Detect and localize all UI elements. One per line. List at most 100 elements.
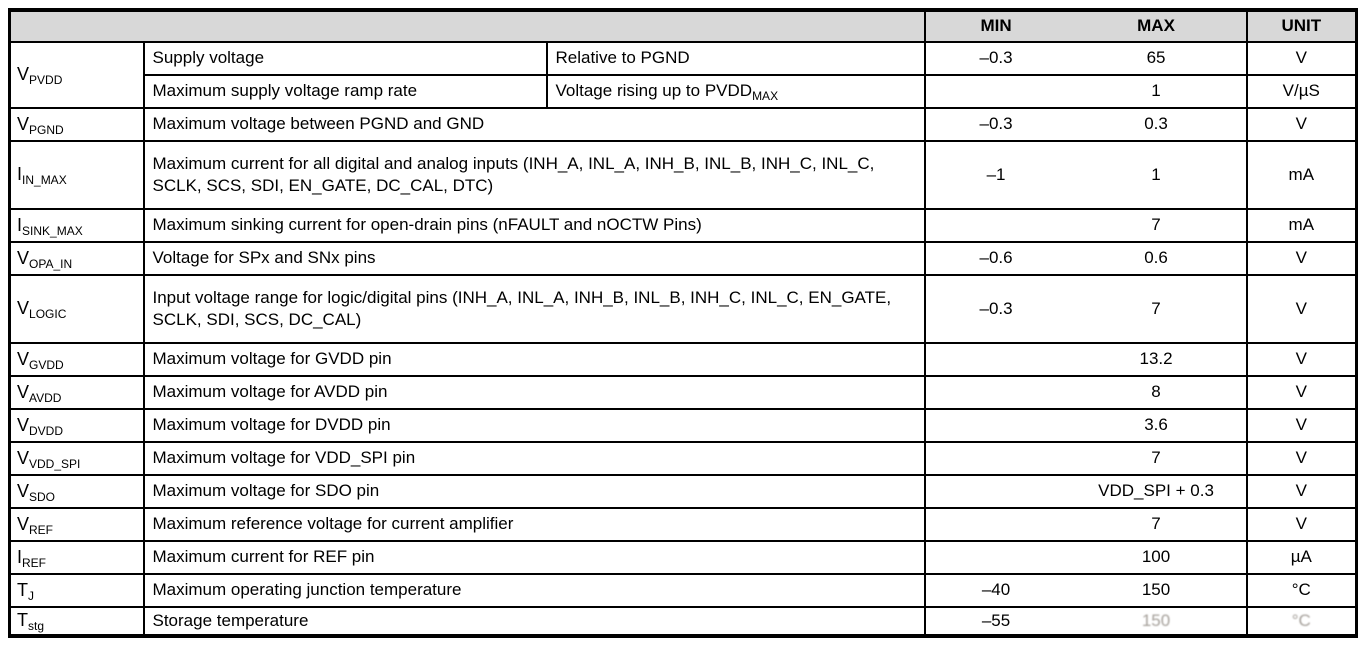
- condition-text: Voltage rising up to PVDD: [555, 81, 753, 101]
- symbol-vdvdd: VDVDD: [8, 408, 145, 443]
- table-row-pvdd-ramp: Maximum supply voltage ramp rate Voltage…: [10, 74, 1358, 109]
- symbol-base: V: [17, 447, 30, 468]
- max-value: 65: [1084, 41, 1248, 76]
- unit-value: V: [1245, 474, 1358, 509]
- unit-value: mA: [1245, 208, 1358, 243]
- description-cell: Maximum voltage for AVDD pin: [142, 375, 926, 410]
- symbol-subscript: PGND: [29, 122, 64, 137]
- min-value: [923, 540, 1085, 575]
- max-value: 7: [1084, 208, 1248, 243]
- unit-value: V: [1245, 441, 1358, 476]
- description-cell: Maximum voltage for GVDD pin: [142, 342, 926, 377]
- symbol-subscript: J: [28, 588, 34, 603]
- symbol-subscript: DVDD: [29, 423, 64, 438]
- unit-value: °C: [1245, 606, 1358, 637]
- description-cell: Maximum voltage for DVDD pin: [142, 408, 926, 443]
- unit-value: V: [1245, 241, 1358, 276]
- table-row-logic: VLOGIC Input voltage range for logic/dig…: [8, 274, 1358, 344]
- table-header-row: MIN MAX UNIT: [8, 9, 1358, 43]
- min-value: –1: [923, 140, 1085, 210]
- symbol-base: V: [17, 298, 30, 319]
- min-value: [923, 441, 1085, 476]
- symbol-base: T: [17, 610, 28, 631]
- symbol-isink-max: ISINK_MAX: [8, 208, 145, 243]
- min-value: –55: [923, 606, 1085, 637]
- unit-value: V: [1245, 342, 1358, 377]
- max-value: 1: [1084, 74, 1248, 109]
- symbol-base: V: [17, 348, 30, 369]
- max-value: 7: [1084, 274, 1248, 344]
- table-row-tstg: Tstg Storage temperature –55 150 °C: [8, 606, 1358, 637]
- symbol-vvdd-spi: VVDD_SPI: [8, 441, 145, 476]
- table-row-sdo: VSDO Maximum voltage for SDO pin VDD_SPI…: [8, 474, 1358, 509]
- header-min: MIN: [923, 9, 1085, 43]
- description-cell: Maximum operating junction temperature: [142, 573, 926, 608]
- symbol-tj: TJ: [8, 573, 145, 608]
- min-value: [923, 507, 1085, 542]
- symbol-base: V: [17, 513, 30, 534]
- max-value: VDD_SPI + 0.3: [1084, 474, 1248, 509]
- symbol-vopa-in: VOPA_IN: [8, 241, 145, 276]
- symbol-base: I: [17, 164, 23, 185]
- min-value: –0.3: [923, 274, 1085, 344]
- max-value: 150: [1084, 573, 1248, 608]
- table-row-tj: TJ Maximum operating junction temperatur…: [8, 573, 1358, 608]
- max-value: 3.6: [1084, 408, 1248, 443]
- table-row-isink-max: ISINK_MAX Maximum sinking current for op…: [8, 208, 1358, 243]
- min-value: –0.6: [923, 241, 1085, 276]
- min-value: –40: [923, 573, 1085, 608]
- symbol-vgvdd: VGVDD: [8, 342, 145, 377]
- table-row-dvdd: VDVDD Maximum voltage for DVDD pin 3.6 V: [8, 408, 1358, 443]
- description-cell: Storage temperature: [142, 606, 926, 637]
- description-cell: Maximum current for REF pin: [142, 540, 926, 575]
- symbol-base: V: [17, 480, 30, 501]
- description-cell: Maximum sinking current for open-drain p…: [142, 208, 926, 243]
- unit-value: µA: [1245, 540, 1358, 575]
- symbol-vsdo: VSDO: [8, 474, 145, 509]
- table-row-iref: IREF Maximum current for REF pin 100 µA: [8, 540, 1358, 575]
- unit-value: V: [1245, 274, 1358, 344]
- symbol-vpgnd: VPGND: [8, 107, 145, 142]
- min-value: [923, 408, 1085, 443]
- min-value: [923, 375, 1085, 410]
- min-value: [923, 74, 1085, 109]
- symbol-vlogic: VLOGIC: [8, 274, 145, 344]
- description-cell: Maximum supply voltage ramp rate: [142, 74, 548, 109]
- description-cell: Voltage for SPx and SNx pins: [142, 241, 926, 276]
- min-value: –0.3: [923, 41, 1085, 76]
- unit-value: °C: [1245, 573, 1358, 608]
- condition-cell: Voltage rising up to PVDDMAX: [545, 74, 926, 109]
- max-value: 0.3: [1084, 107, 1248, 142]
- symbol-vpvdd: VPVDD: [8, 41, 145, 109]
- max-value: 8: [1084, 375, 1248, 410]
- max-value: 100: [1084, 540, 1248, 575]
- symbol-tstg: Tstg: [8, 606, 145, 637]
- symbol-base: T: [17, 579, 28, 600]
- header-max: MAX: [1084, 9, 1248, 43]
- table-row-vdd-spi: VVDD_SPI Maximum voltage for VDD_SPI pin…: [8, 441, 1358, 476]
- header-unit: UNIT: [1245, 9, 1358, 43]
- symbol-subscript: REF: [29, 522, 54, 537]
- description-cell: Maximum voltage for SDO pin: [142, 474, 926, 509]
- condition-subscript: MAX: [752, 89, 779, 104]
- symbol-base: I: [17, 546, 23, 567]
- symbol-subscript: OPA_IN: [29, 256, 73, 271]
- symbol-subscript: REF: [22, 555, 47, 570]
- unit-value: V: [1245, 408, 1358, 443]
- description-cell: Maximum reference voltage for current am…: [142, 507, 926, 542]
- description-cell: Maximum voltage between PGND and GND: [142, 107, 926, 142]
- symbol-base: V: [17, 113, 30, 134]
- symbol-subscript: AVDD: [29, 390, 62, 405]
- max-value: 1: [1084, 140, 1248, 210]
- max-value: 13.2: [1084, 342, 1248, 377]
- symbol-subscript: SDO: [29, 489, 56, 504]
- symbol-subscript: VDD_SPI: [29, 456, 81, 471]
- table-row-avdd: VAVDD Maximum voltage for AVDD pin 8 V: [8, 375, 1358, 410]
- symbol-base: V: [17, 64, 30, 85]
- min-value: [923, 474, 1085, 509]
- symbol-subscript: GVDD: [29, 357, 64, 372]
- unit-value: V: [1245, 41, 1358, 76]
- max-value: 0.6: [1084, 241, 1248, 276]
- symbol-subscript: stg: [28, 619, 45, 634]
- symbol-vref: VREF: [8, 507, 145, 542]
